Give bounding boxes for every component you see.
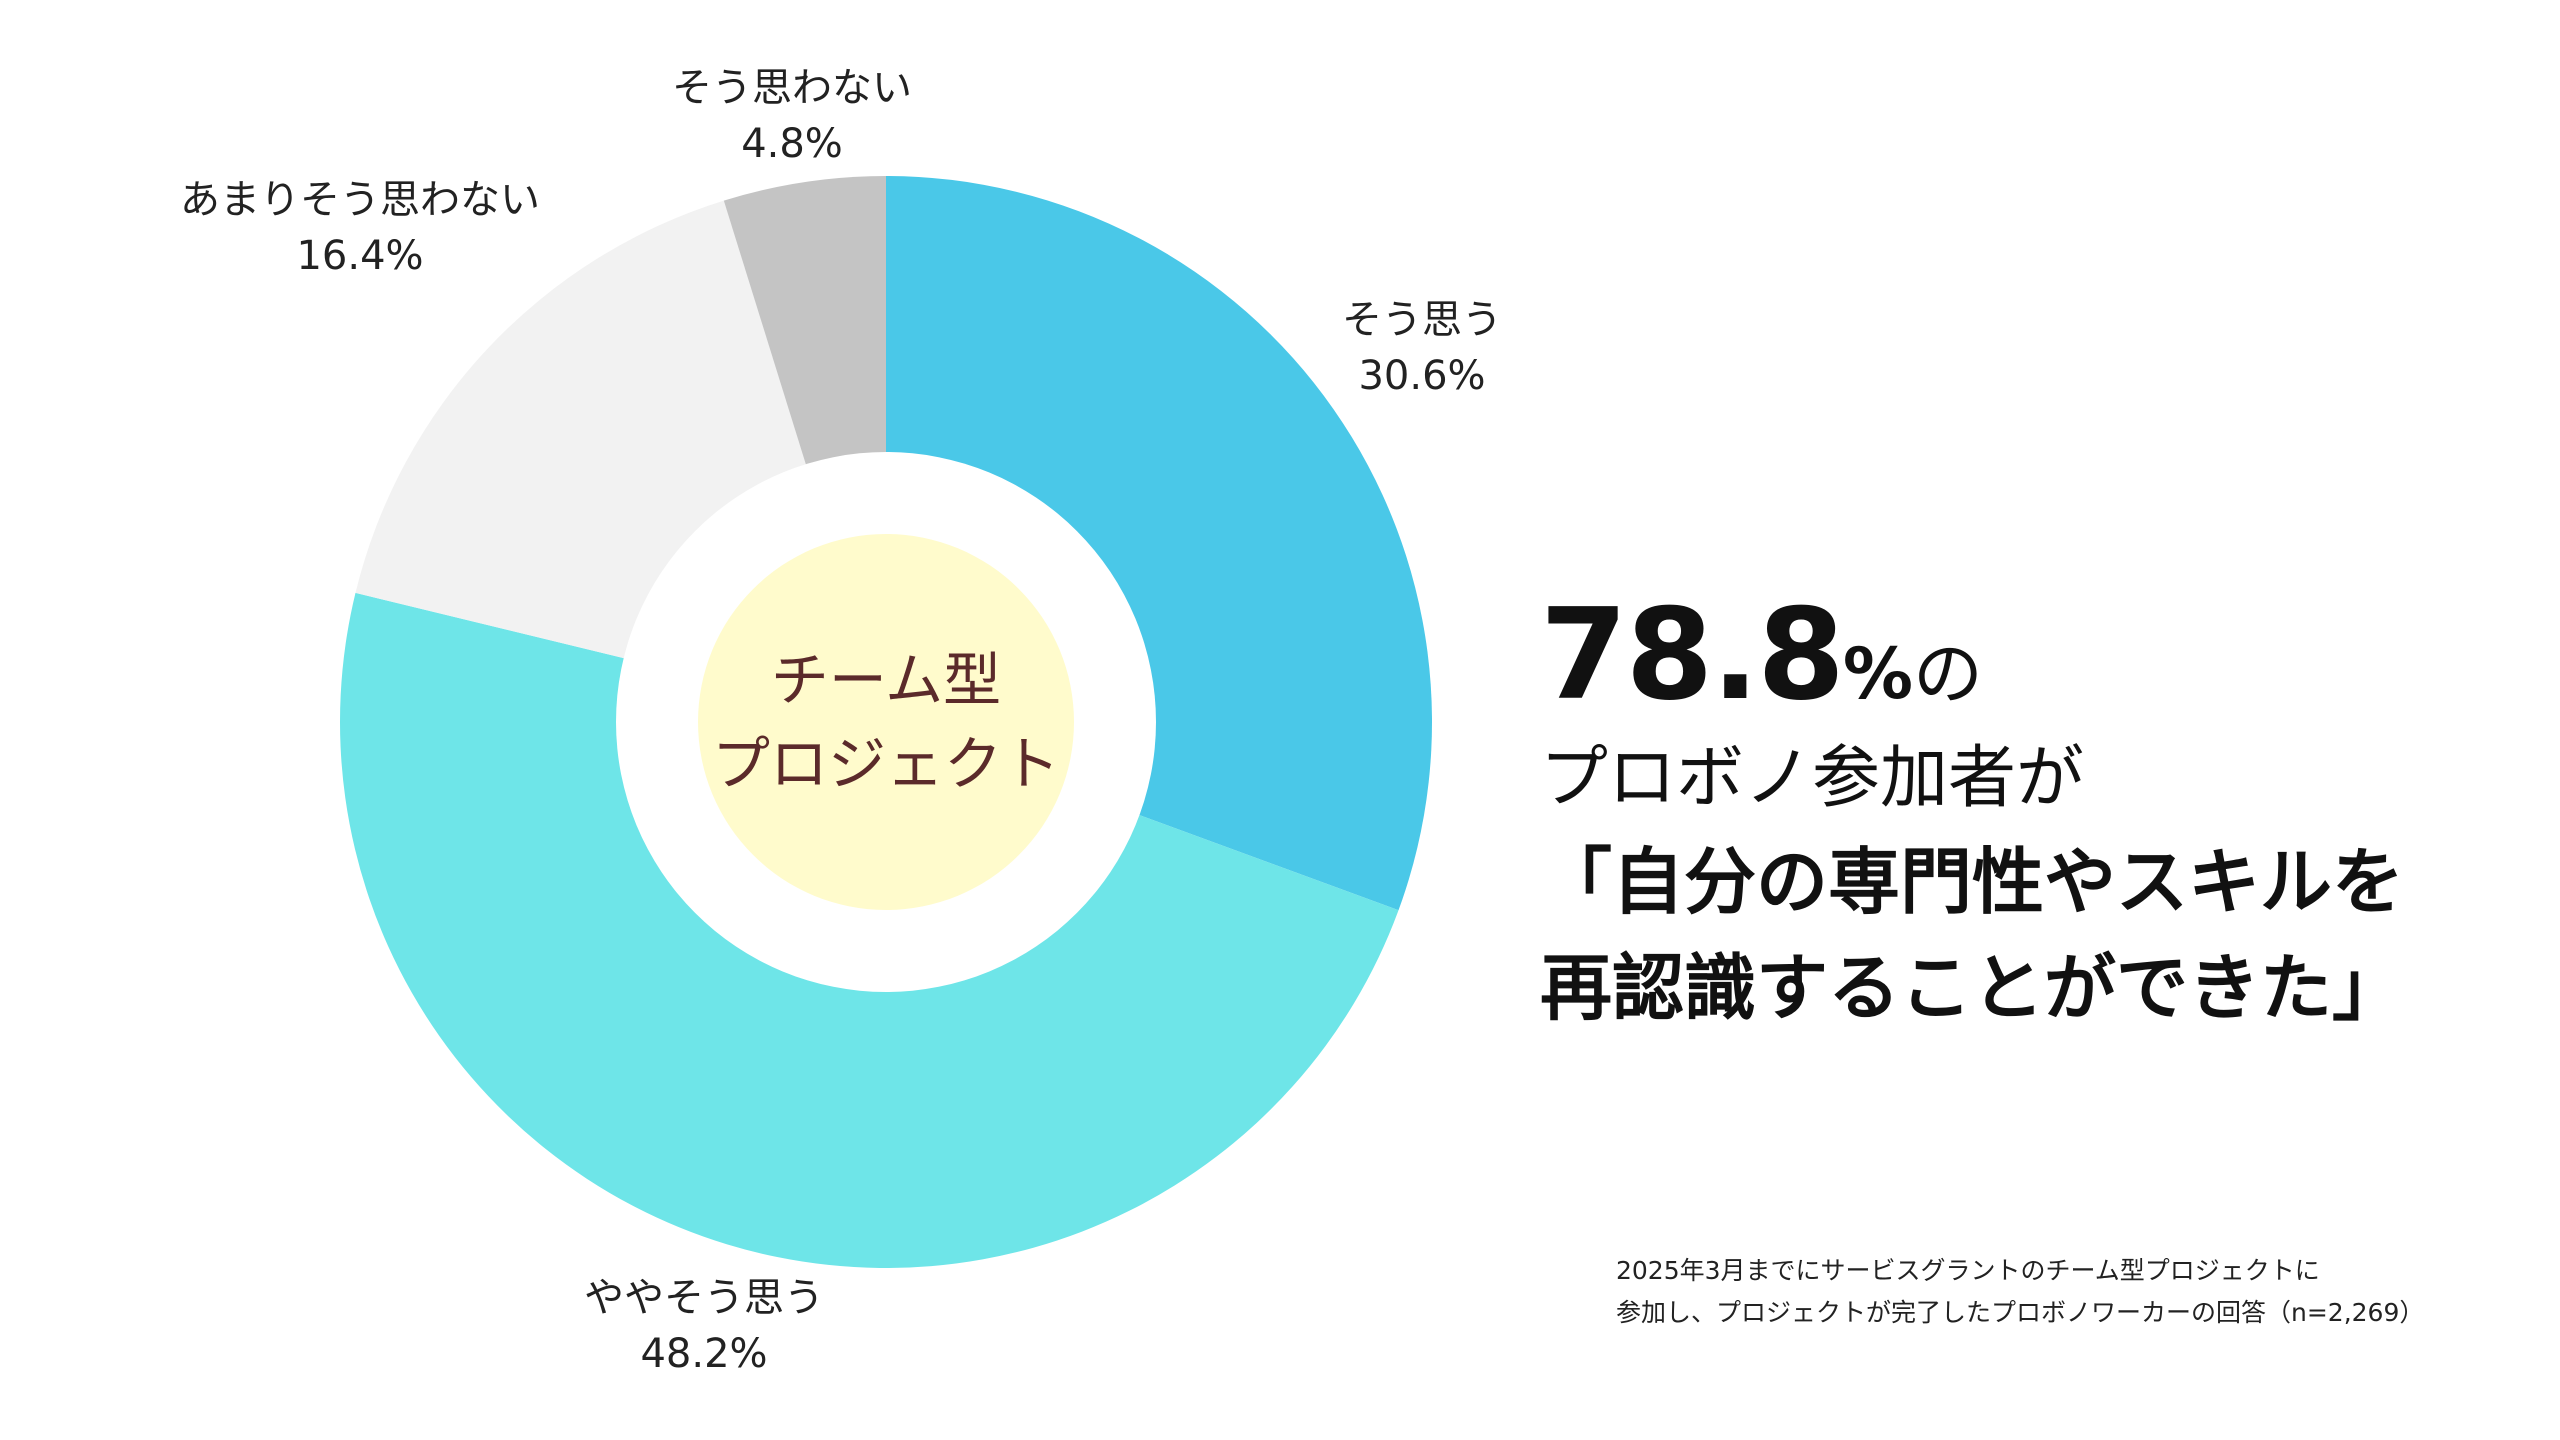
slice-value: 4.8% xyxy=(741,121,843,167)
headline-line1: 78.8%の xyxy=(1540,585,2540,725)
headline-line4: 再認識することができた」 xyxy=(1540,946,2405,1030)
slice-label-yaya-sou-omou: ややそう思う 48.2% xyxy=(584,1270,824,1382)
center-label-line1: チーム型 xyxy=(770,646,1002,714)
headline-percent-sign: % xyxy=(1842,633,1914,715)
footnote: 2025年3月までにサービスグラントのチーム型プロジェクトに 参加し、プロジェク… xyxy=(1616,1250,2424,1334)
center-label-line2: プロジェクト xyxy=(711,730,1061,798)
slice-category: そう思わない xyxy=(672,65,912,111)
slice-value: 48.2% xyxy=(640,1331,768,1377)
slice-label-amari-sou-omowanai: あまりそう思わない 16.4% xyxy=(180,172,540,284)
slice-category: あまりそう思わない xyxy=(180,177,540,223)
slice-label-sou-omowanai: そう思わない 4.8% xyxy=(672,60,912,172)
slice-label-sou-omou: そう思う 30.6% xyxy=(1342,292,1502,404)
footnote-line1: 2025年3月までにサービスグラントのチーム型プロジェクトに xyxy=(1616,1256,2320,1285)
slice-value: 30.6% xyxy=(1358,353,1486,399)
headline: 78.8%の プロボノ参加者が 「自分の専門性やスキルを 再認識することができた… xyxy=(1540,585,2540,1041)
headline-particle: の xyxy=(1913,633,1984,715)
center-label: チーム型 プロジェクト xyxy=(712,638,1060,806)
center-badge xyxy=(698,534,1074,910)
slice-category: ややそう思う xyxy=(584,1275,824,1321)
footnote-line2: 参加し、プロジェクトが完了したプロボノワーカーの回答（n=2,269） xyxy=(1616,1298,2425,1327)
slice-value: 16.4% xyxy=(296,233,424,279)
headline-number: 78.8 xyxy=(1540,581,1845,728)
headline-line2: プロボノ参加者が xyxy=(1540,739,2085,818)
slice-category: そう思う xyxy=(1342,297,1502,343)
headline-line3: 「自分の専門性やスキルを xyxy=(1540,840,2405,924)
